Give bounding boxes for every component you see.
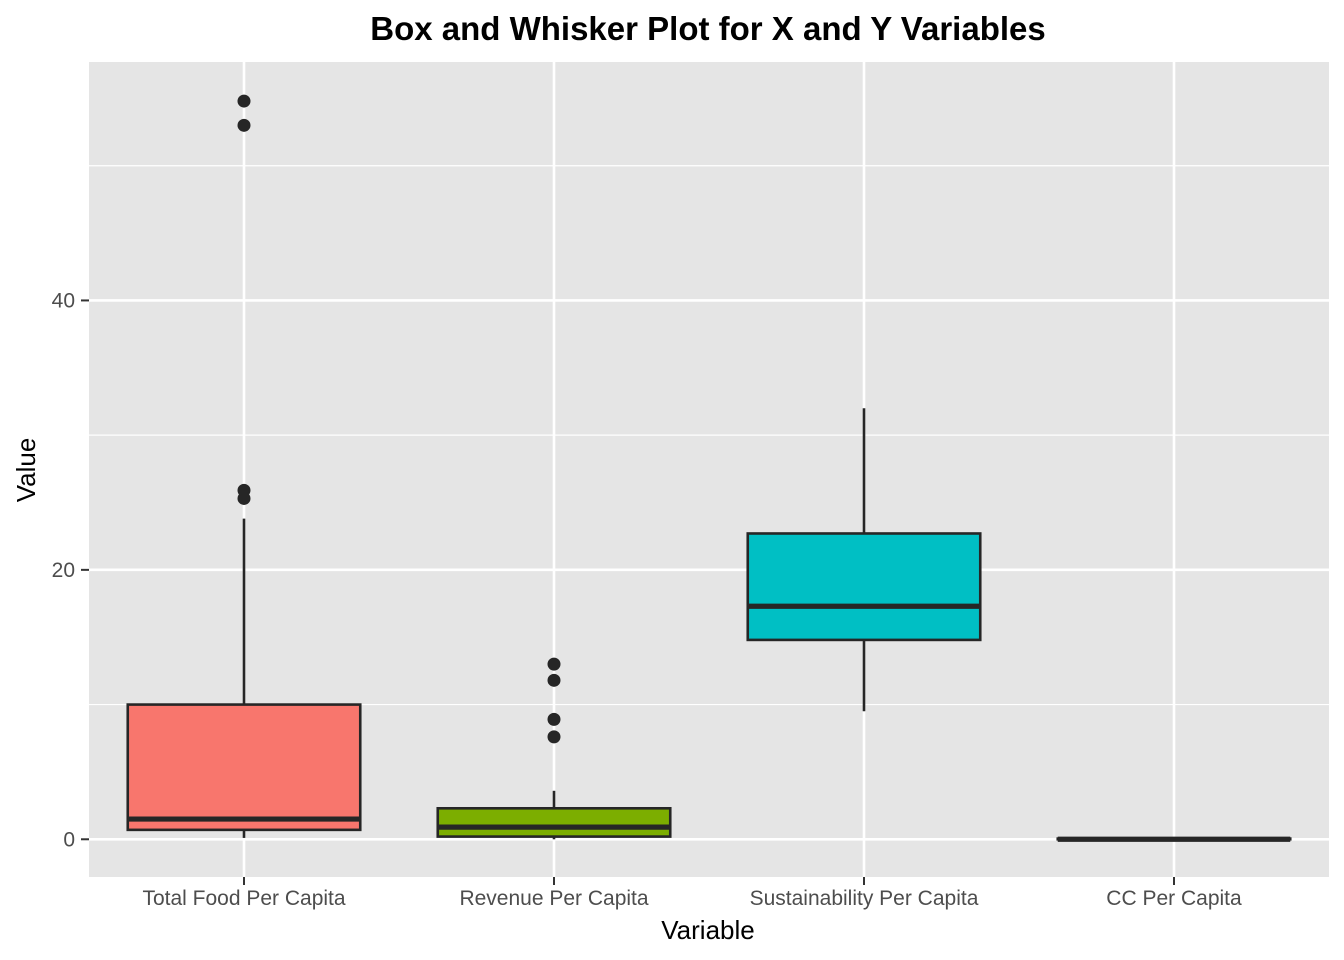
box-4 (1056, 836, 1292, 842)
box-1 (126, 94, 362, 838)
outlier-point-1-2 (237, 483, 251, 497)
x-tick-label-1: Total Food Per Capita (142, 887, 345, 910)
boxes (126, 94, 1292, 842)
y-tick-label-0: 0 (63, 828, 75, 851)
outlier-point-1-4 (237, 94, 251, 108)
y-axis-title: Value (11, 438, 41, 503)
chart-title: Box and Whisker Plot for X and Y Variabl… (370, 10, 1046, 47)
x-tick-label-4: CC Per Capita (1106, 887, 1242, 910)
box-body-1 (126, 703, 362, 832)
outlier-point-2-2 (547, 712, 561, 726)
grid-lines (89, 62, 1329, 877)
box-body-3 (746, 532, 982, 642)
outlier-point-2-4 (547, 657, 561, 671)
y-tick-label-20: 20 (52, 559, 75, 582)
x-axis-title: Variable (661, 915, 754, 945)
x-tick-label-2: Revenue Per Capita (459, 887, 648, 910)
y-tick-label-40: 40 (52, 289, 75, 312)
outlier-point-2-1 (547, 730, 561, 744)
outlier-point-1-3 (237, 118, 251, 132)
x-tick-label-3: Sustainability Per Capita (750, 887, 979, 910)
box-3 (746, 408, 982, 712)
outlier-point-2-3 (547, 673, 561, 687)
box-body-2 (436, 806, 672, 838)
axes: 0 20 40 Total Food Per Capita Revenue Per Ca… (52, 289, 1242, 910)
box-2 (436, 657, 672, 840)
